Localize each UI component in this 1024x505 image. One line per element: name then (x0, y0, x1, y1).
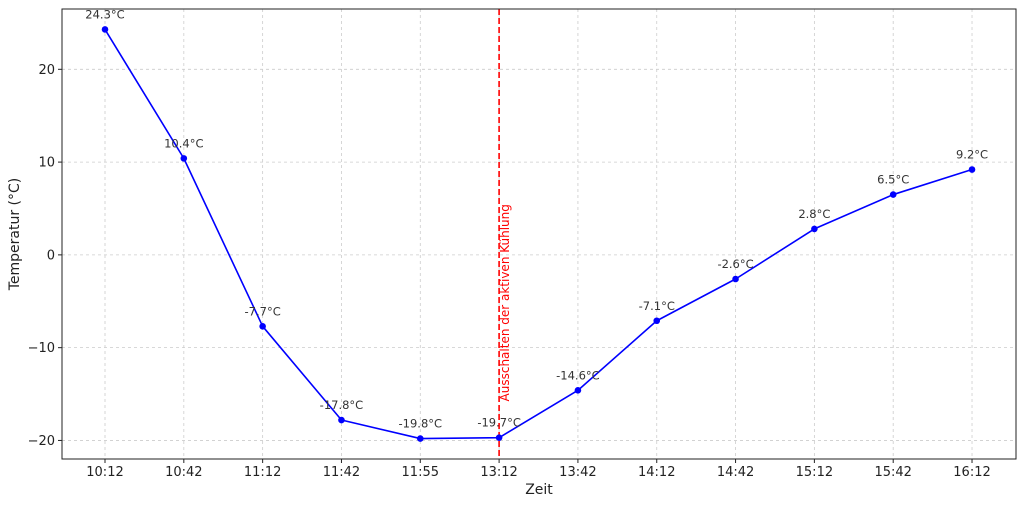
x-tick-label: 15:42 (874, 465, 911, 480)
data-label: 6.5°C (877, 173, 909, 187)
data-point (889, 191, 897, 198)
x-axis-ticks: 10:12 10:42 11:12 11:42 11:55 13:12 13:42 14:12… (86, 459, 991, 480)
data-label: -19.8°C (399, 417, 443, 431)
data-label: -17.8°C (320, 398, 364, 412)
y-tick-label: −20 (28, 434, 55, 449)
data-point (416, 435, 424, 442)
plot-frame (61, 8, 1017, 460)
data-label: -2.6°C (717, 257, 753, 271)
series-line (104, 28, 973, 440)
data-label: 2.8°C (798, 207, 830, 221)
x-tick-label: 10:12 (86, 465, 123, 480)
data-point (259, 323, 266, 330)
x-tick-label: 15:12 (796, 465, 833, 480)
y-tick-label: −10 (28, 341, 55, 356)
x-axis-label: Zeit (525, 482, 553, 498)
y-tick-label: 0 (47, 248, 55, 263)
data-point (732, 275, 739, 283)
data-point (574, 387, 582, 394)
annotation-label: Ausschalten der aktiven Kühlung (498, 204, 512, 401)
x-tick-label: 10:42 (165, 465, 202, 480)
grid-lines (62, 9, 1016, 459)
data-point (653, 317, 661, 325)
x-tick-label: 13:42 (559, 465, 596, 480)
data-point (968, 166, 976, 173)
x-tick-label: 11:12 (244, 465, 281, 480)
data-label: -7.1°C (639, 299, 675, 313)
x-tick-label: 11:55 (402, 465, 439, 480)
x-tick-label: 13:12 (480, 465, 517, 480)
data-label: -19.7°C (477, 416, 521, 430)
x-tick-label: 16:12 (953, 465, 990, 480)
data-label: 9.2°C (956, 148, 988, 162)
data-label: -14.6°C (556, 368, 600, 382)
data-label: 10.4°C (164, 136, 203, 150)
data-label: 24.3°C (85, 7, 124, 21)
annotation-vline-group: Ausschalten der aktiven Kühlung (498, 9, 512, 459)
data-point (811, 225, 818, 233)
data-point (338, 416, 345, 424)
data-point (101, 26, 109, 33)
data-point (495, 434, 503, 441)
data-labels-group: 24.3°C 10.4°C -7.7°C -17.8°C -19.8°C -19.7°C -… (85, 7, 988, 430)
x-tick-label: 14:42 (717, 465, 754, 480)
y-tick-label: 20 (38, 63, 55, 78)
data-label: -7.7°C (245, 304, 281, 318)
data-point (180, 155, 188, 162)
y-axis-label: Temperatur (°C) (7, 178, 23, 292)
y-tick-label: 10 (38, 156, 55, 171)
series-group (101, 26, 976, 442)
axes (61, 8, 1017, 460)
x-tick-label: 14:12 (638, 465, 675, 480)
x-tick-label: 11:42 (323, 465, 360, 480)
y-axis-ticks: 20 10 0 −10 −20 (28, 63, 62, 449)
